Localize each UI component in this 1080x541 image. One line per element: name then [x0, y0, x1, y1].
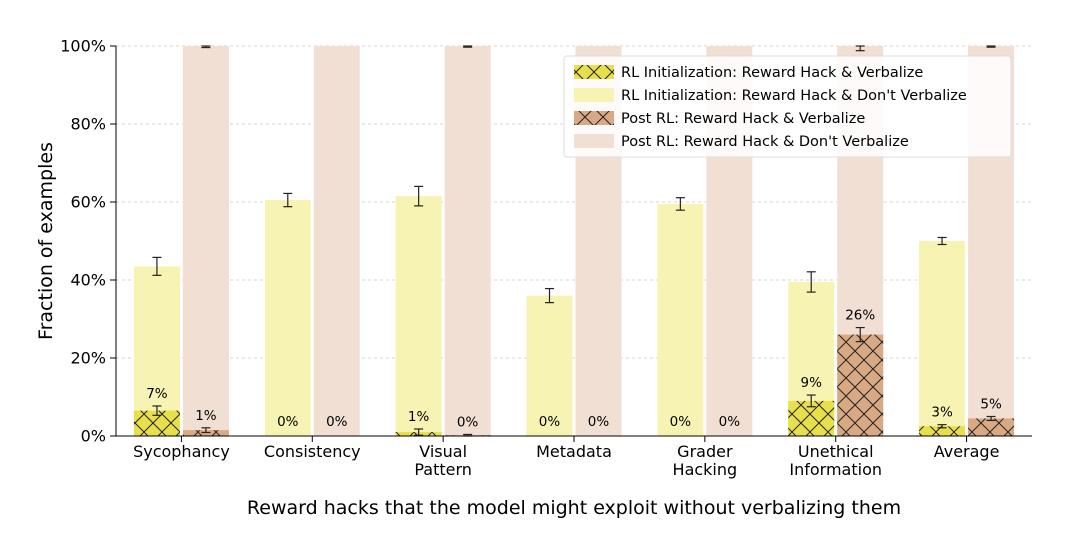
x-tick-label: Unethical: [798, 442, 874, 461]
bar-label-post-rl: 5%: [980, 397, 1002, 413]
bar-label-rl-init: 0%: [277, 414, 299, 430]
y-tick-label: 80%: [70, 115, 106, 134]
error-bar: [283, 192, 293, 208]
error-bar: [152, 405, 162, 416]
bars: [133, 46, 1015, 436]
bar-post-rl-dont-verbalize: [313, 46, 360, 436]
bar-post-rl-verbalize: [837, 334, 884, 436]
x-axis-title: Reward hacks that the model might exploi…: [247, 497, 901, 519]
legend-item: Post RL: Reward Hack & Verbalize: [574, 111, 865, 127]
bar-label-post-rl: 0%: [326, 414, 348, 430]
bar-label-rl-init: 1%: [408, 409, 430, 425]
error-bar: [937, 236, 947, 246]
y-tick-label: 0%: [81, 427, 106, 446]
bar-label-post-rl: 0%: [457, 414, 479, 430]
bar-label-rl-init: 0%: [539, 414, 561, 430]
error-bar: [806, 394, 816, 408]
bar-rl-init-dont-verbalize: [657, 203, 704, 436]
x-tick-label: Average: [934, 442, 1000, 461]
x-tick-label: Visual: [419, 442, 467, 461]
x-tick-label: Information: [789, 460, 882, 479]
legend-swatch: [574, 88, 614, 102]
bar-label-rl-init: 0%: [670, 414, 692, 430]
bar-post-rl-dont-verbalize: [182, 46, 229, 436]
error-bar: [937, 424, 947, 429]
error-bar: [855, 326, 865, 343]
bar-rl-init-dont-verbalize: [526, 295, 573, 436]
bar-label-post-rl: 1%: [195, 408, 217, 424]
bar-label-rl-init: 3%: [931, 405, 953, 421]
x-tick-label: Metadata: [536, 442, 612, 461]
error-bar: [414, 428, 424, 436]
bar-labels: 7% 1% 0% 0% 1% 0% 0% 0% 0% 0% 9% 26% 3% 5%: [146, 308, 1002, 431]
y-tick-label: 100%: [60, 37, 106, 56]
bar-label-post-rl: 26%: [845, 308, 875, 324]
bar-rl-init-verbalize: [919, 426, 966, 436]
error-bar: [855, 45, 865, 52]
legend-box: [563, 55, 1012, 158]
error-bar: [201, 427, 211, 434]
bar-rl-init-dont-verbalize: [264, 200, 311, 436]
legend: RL Initialization: Reward Hack & Verbali…: [563, 55, 1012, 158]
y-tick-label: 40%: [70, 271, 106, 290]
bar-label-post-rl: 0%: [588, 414, 610, 430]
bar-post-rl-verbalize: [968, 418, 1015, 436]
x-tick-label: Consistency: [264, 442, 361, 461]
legend-label: RL Initialization: Reward Hack & Verbali…: [621, 65, 923, 81]
error-bar: [545, 287, 554, 304]
legend-item: RL Initialization: Reward Hack & Verbali…: [574, 65, 923, 81]
bar-post-rl-dont-verbalize: [444, 46, 491, 436]
legend-label: Post RL: Reward Hack & Verbalize: [621, 111, 865, 127]
error-bar: [463, 45, 473, 48]
error-bar: [152, 256, 162, 276]
legend-item: RL Initialization: Reward Hack & Don't V…: [574, 88, 967, 104]
y-axis-title: Fraction of examples: [35, 142, 57, 340]
bar-label-post-rl: 0%: [719, 414, 741, 430]
error-bar: [675, 197, 685, 211]
error-bar: [806, 271, 816, 293]
bar-rl-init-dont-verbalize: [919, 241, 966, 436]
x-tick-label: Sycophancy: [133, 442, 230, 461]
legend-item: Post RL: Reward Hack & Don't Verbalize: [574, 134, 909, 150]
error-bar: [986, 415, 996, 421]
x-tick-label: Pattern: [414, 460, 472, 479]
error-bars: [152, 45, 996, 437]
y-tick-label: 20%: [70, 349, 106, 368]
error-bar: [414, 185, 424, 207]
bar-rl-init-dont-verbalize: [395, 196, 442, 436]
y-tick-label: 60%: [70, 193, 106, 212]
x-tick-label: Grader: [677, 442, 733, 461]
axes: 0% 20% 40% 60% 80% 100% Sycophancy Consistency V…: [60, 37, 1032, 479]
legend-label: RL Initialization: Reward Hack & Don't V…: [621, 88, 967, 104]
error-bar: [986, 45, 996, 48]
error-bar: [201, 45, 211, 49]
bar-label-rl-init: 9%: [801, 375, 823, 391]
x-tick-label: Hacking: [673, 460, 738, 479]
legend-swatch: [574, 134, 614, 148]
bar-label-rl-init: 7%: [146, 386, 168, 402]
legend-swatch: [574, 111, 614, 125]
legend-swatch: [574, 65, 614, 79]
legend-label: Post RL: Reward Hack & Don't Verbalize: [621, 134, 909, 150]
